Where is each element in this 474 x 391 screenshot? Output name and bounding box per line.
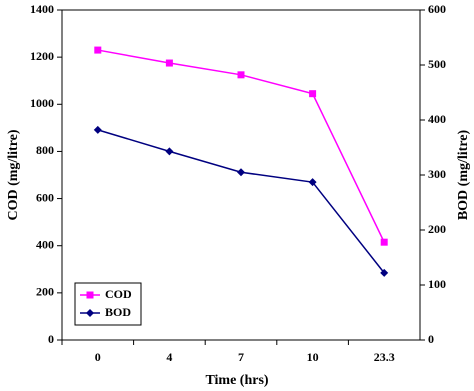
legend-label: COD (105, 287, 132, 301)
y-tick-label: 200 (36, 285, 54, 299)
marker (165, 147, 174, 156)
legend-label: BOD (105, 305, 131, 319)
y2-tick-label: 200 (428, 222, 446, 236)
y-axis-title: COD (mg/litre) (6, 129, 21, 220)
x-tick-label: 4 (166, 350, 172, 364)
y-tick-label: 1200 (30, 49, 54, 63)
marker (86, 309, 94, 317)
y-tick-label: 600 (36, 190, 54, 204)
marker (237, 71, 245, 79)
y2-tick-label: 0 (428, 332, 434, 346)
marker (94, 46, 102, 54)
y2-tick-label: 600 (428, 2, 446, 16)
marker (93, 125, 102, 134)
marker (165, 59, 173, 67)
x-tick-label: 0 (95, 350, 101, 364)
marker (86, 291, 94, 299)
y-tick-label: 400 (36, 237, 54, 251)
y2-tick-label: 400 (428, 112, 446, 126)
marker (380, 268, 389, 277)
series-line (97, 129, 385, 274)
y2-tick-label: 300 (428, 167, 446, 181)
x-tick-label: 7 (238, 350, 244, 364)
y2-tick-label: 100 (428, 277, 446, 291)
legend-box (74, 282, 142, 326)
marker (380, 238, 388, 246)
y-tick-label: 1400 (30, 2, 54, 16)
x-axis-title: Time (hrs) (205, 373, 268, 388)
x-tick-label: 10 (307, 350, 319, 364)
y-tick-label: 1000 (30, 96, 54, 110)
marker (237, 168, 245, 177)
marker (309, 90, 317, 98)
y-tick-label: 0 (48, 332, 54, 346)
y2-axis-title: BOD (mg/litre) (456, 130, 471, 221)
series-line (97, 49, 385, 243)
marker (308, 178, 317, 187)
y2-tick-label: 500 (428, 57, 446, 71)
y-tick-label: 800 (36, 143, 54, 157)
x-tick-label: 23.3 (374, 350, 395, 364)
